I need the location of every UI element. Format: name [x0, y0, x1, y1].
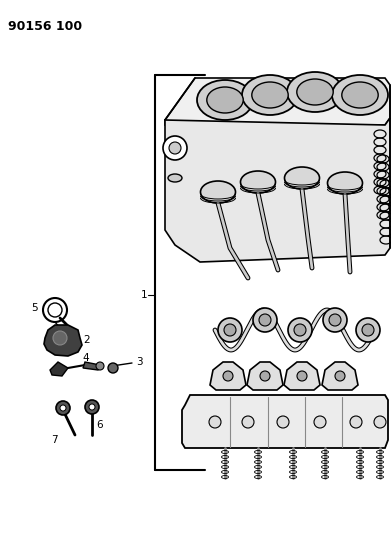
Ellipse shape — [287, 72, 343, 112]
Ellipse shape — [242, 75, 298, 115]
Circle shape — [223, 371, 233, 381]
Circle shape — [335, 371, 345, 381]
Text: 2: 2 — [83, 335, 90, 345]
Circle shape — [85, 400, 99, 414]
Circle shape — [169, 142, 181, 154]
Circle shape — [48, 303, 62, 317]
Polygon shape — [182, 395, 388, 448]
Polygon shape — [284, 362, 320, 390]
Circle shape — [297, 371, 307, 381]
Ellipse shape — [252, 82, 288, 108]
Circle shape — [89, 404, 95, 410]
Ellipse shape — [328, 172, 362, 194]
Ellipse shape — [297, 79, 333, 105]
Polygon shape — [322, 362, 358, 390]
Text: 7: 7 — [51, 435, 58, 445]
Polygon shape — [210, 362, 246, 390]
Circle shape — [277, 416, 289, 428]
Text: 1: 1 — [140, 290, 147, 300]
Polygon shape — [44, 325, 82, 356]
Ellipse shape — [240, 171, 276, 193]
Circle shape — [209, 416, 221, 428]
Circle shape — [259, 314, 271, 326]
Ellipse shape — [207, 87, 243, 113]
Text: 90156 100: 90156 100 — [8, 20, 82, 33]
Circle shape — [288, 318, 312, 342]
Circle shape — [356, 318, 380, 342]
Text: 3: 3 — [136, 357, 143, 367]
Circle shape — [96, 362, 104, 370]
Text: 5: 5 — [31, 303, 38, 313]
Text: 4: 4 — [82, 353, 89, 363]
Circle shape — [43, 298, 67, 322]
Circle shape — [329, 314, 341, 326]
Circle shape — [163, 136, 187, 160]
Circle shape — [374, 416, 386, 428]
Circle shape — [242, 416, 254, 428]
Circle shape — [253, 308, 277, 332]
Circle shape — [218, 318, 242, 342]
Polygon shape — [165, 118, 390, 262]
Circle shape — [224, 324, 236, 336]
Ellipse shape — [285, 167, 319, 189]
Circle shape — [294, 324, 306, 336]
Circle shape — [362, 324, 374, 336]
Circle shape — [260, 371, 270, 381]
Ellipse shape — [168, 174, 182, 182]
Circle shape — [53, 331, 67, 345]
Text: 6: 6 — [96, 420, 102, 430]
Polygon shape — [50, 362, 68, 376]
Ellipse shape — [332, 75, 388, 115]
Ellipse shape — [201, 181, 235, 203]
Polygon shape — [247, 362, 283, 390]
Circle shape — [314, 416, 326, 428]
Ellipse shape — [197, 80, 253, 120]
Circle shape — [108, 363, 118, 373]
Ellipse shape — [342, 82, 378, 108]
Polygon shape — [83, 362, 100, 370]
Circle shape — [350, 416, 362, 428]
Circle shape — [323, 308, 347, 332]
Circle shape — [56, 401, 70, 415]
Polygon shape — [165, 78, 390, 125]
Circle shape — [60, 405, 66, 411]
